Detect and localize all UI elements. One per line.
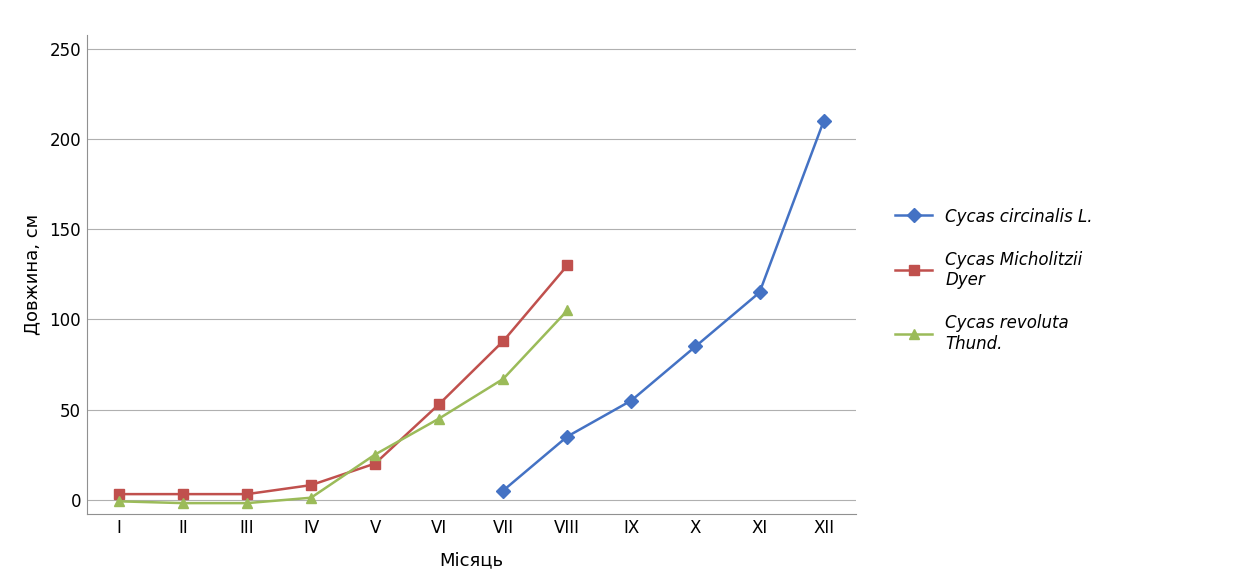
Legend: Cycas circinalis L., Cycas Micholitzii
Dyer, Cycas revoluta
Thund.: Cycas circinalis L., Cycas Micholitzii D… (889, 201, 1100, 360)
Y-axis label: Довжина, см: Довжина, см (24, 214, 41, 335)
X-axis label: Місяць: Місяць (439, 551, 503, 569)
